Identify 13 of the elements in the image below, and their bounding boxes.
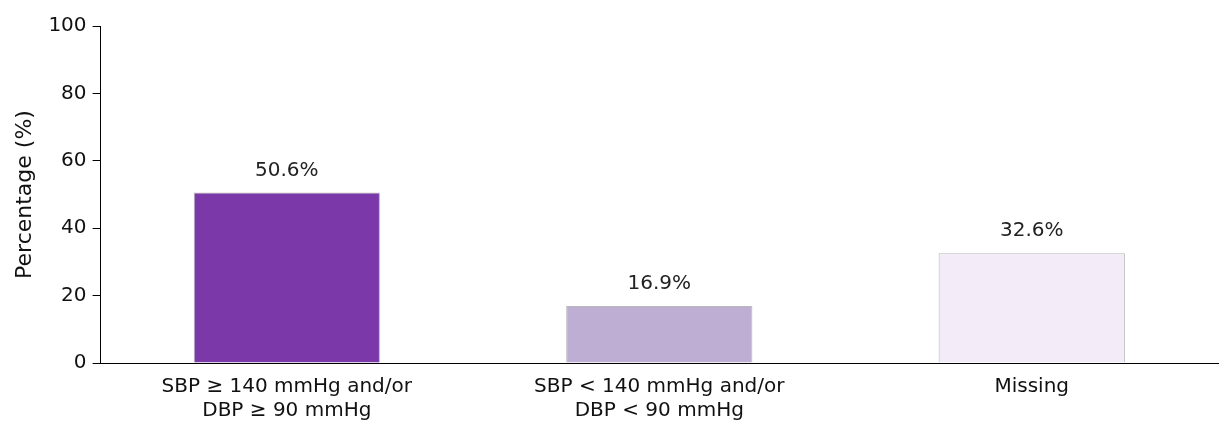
data-label: 50.6% <box>255 156 319 181</box>
y-axis-title: Percentage (%) <box>10 110 36 279</box>
y-tick-label: 40 <box>61 214 87 239</box>
y-tick-label: 60 <box>61 147 87 171</box>
x-tick-label: Missing <box>994 373 1070 398</box>
y-tick-label: 0 <box>73 349 87 374</box>
data-label: 32.6% <box>999 217 1064 242</box>
y-tick-label: 80 <box>61 79 87 104</box>
x-tick-label: SBP ≥ 140 mmHg and/or DBP ≥ 90 mmHg <box>161 373 413 422</box>
y-tick-label: 20 <box>61 281 87 306</box>
data-label: 16.9% <box>627 270 692 295</box>
y-tick-label: 100 <box>48 12 87 37</box>
x-tick-label: SBP < 140 mmHg and/or DBP < 90 mmHg <box>534 373 786 422</box>
